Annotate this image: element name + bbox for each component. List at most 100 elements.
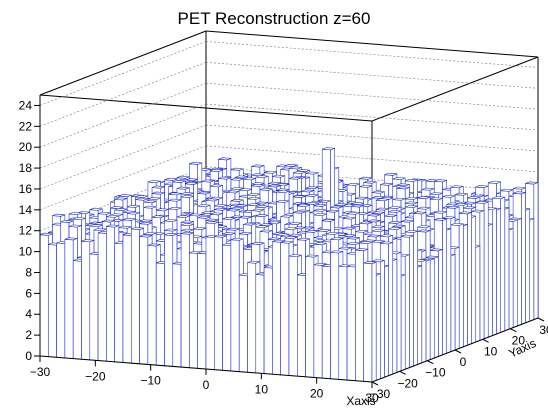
bar-face	[459, 211, 472, 215]
bar-face	[425, 259, 431, 362]
bar-face	[305, 186, 319, 190]
grid-line	[205, 41, 539, 68]
bar-face	[434, 179, 447, 183]
bar-face	[322, 147, 335, 151]
bar-face	[176, 186, 190, 190]
grid-line	[39, 103, 207, 169]
bar-face	[376, 198, 389, 202]
bar-face	[276, 190, 290, 194]
bar-face	[521, 191, 526, 325]
bar-face	[384, 172, 397, 176]
grid-line	[39, 62, 207, 127]
bar-face	[529, 218, 535, 322]
bar-face	[230, 177, 244, 181]
bar-face	[479, 210, 485, 341]
bar-face	[525, 208, 530, 324]
bar-face	[147, 180, 161, 183]
frame-edge	[205, 30, 539, 58]
bar-face	[516, 218, 522, 327]
bar-face	[483, 201, 489, 340]
bar-face	[226, 190, 240, 194]
bar-face	[380, 182, 393, 186]
grid-line	[39, 82, 207, 148]
bar-face	[463, 206, 476, 210]
bar-face	[434, 210, 447, 214]
bar-face	[405, 178, 418, 182]
bar-face	[185, 182, 198, 185]
bar-face	[355, 196, 368, 200]
bar-face	[288, 176, 302, 180]
bar-face	[359, 176, 373, 180]
bar-face	[392, 197, 406, 201]
bar-face	[500, 188, 514, 192]
bar-face	[218, 176, 231, 180]
bar-face	[500, 196, 506, 333]
bar-face	[504, 207, 510, 332]
bar-face	[450, 185, 464, 189]
bar-face	[417, 265, 423, 365]
bar-face	[363, 180, 377, 184]
bars-group	[39, 147, 539, 383]
bar-face	[234, 175, 248, 179]
bar-face	[268, 181, 281, 185]
bar-face	[247, 193, 261, 196]
bar-face	[421, 259, 427, 364]
bar-face	[189, 161, 202, 165]
bar-face	[467, 211, 472, 346]
bar-face	[305, 171, 319, 175]
bar-face	[347, 182, 360, 186]
bar-face	[334, 203, 348, 207]
bar-face	[442, 218, 447, 356]
bar-face	[446, 205, 460, 209]
grid-line	[205, 145, 539, 173]
frame-edge	[39, 94, 373, 122]
bar-face	[454, 192, 468, 196]
bar-face	[525, 181, 539, 185]
bar-face	[430, 192, 443, 196]
bar-face	[433, 256, 439, 359]
bar-face	[446, 228, 452, 354]
bar-face	[492, 207, 497, 337]
bar-face	[251, 183, 265, 187]
bar-face	[442, 194, 456, 198]
bar-face	[210, 184, 223, 188]
bar-face	[359, 184, 373, 188]
bar-face	[508, 228, 514, 330]
bar-face	[288, 166, 302, 170]
bar-face	[471, 209, 485, 213]
grid-line	[205, 103, 539, 131]
bar-face	[438, 248, 443, 357]
bar-face	[164, 177, 178, 181]
bar-face	[513, 191, 526, 195]
bar-face	[396, 186, 410, 190]
bar-face	[405, 201, 418, 205]
bar-face	[475, 245, 481, 343]
bar-face	[417, 196, 431, 199]
bar-face	[151, 185, 165, 189]
bar-face	[488, 180, 501, 184]
bar-face	[458, 223, 464, 349]
bar-face	[512, 219, 518, 329]
bar-face	[454, 246, 460, 351]
bar-face	[301, 189, 314, 193]
frame-edge	[39, 30, 207, 96]
bar-face	[471, 215, 477, 345]
grid-line	[205, 82, 539, 110]
bar-face	[272, 174, 285, 178]
bar-face	[284, 164, 298, 167]
bar-face	[264, 170, 277, 174]
bar-face	[255, 175, 269, 179]
chart-title: PET Reconstruction z=60	[178, 9, 371, 28]
grid-line	[39, 124, 207, 190]
grid-line	[39, 41, 207, 106]
bar-face	[259, 187, 273, 191]
bar-face	[371, 190, 385, 194]
bar-face	[218, 157, 231, 161]
bar-face	[533, 182, 539, 321]
bar-face	[201, 179, 215, 183]
bar-face	[421, 187, 435, 191]
bar-face	[230, 167, 244, 171]
bar-face	[293, 170, 306, 174]
bar-face	[396, 183, 410, 187]
